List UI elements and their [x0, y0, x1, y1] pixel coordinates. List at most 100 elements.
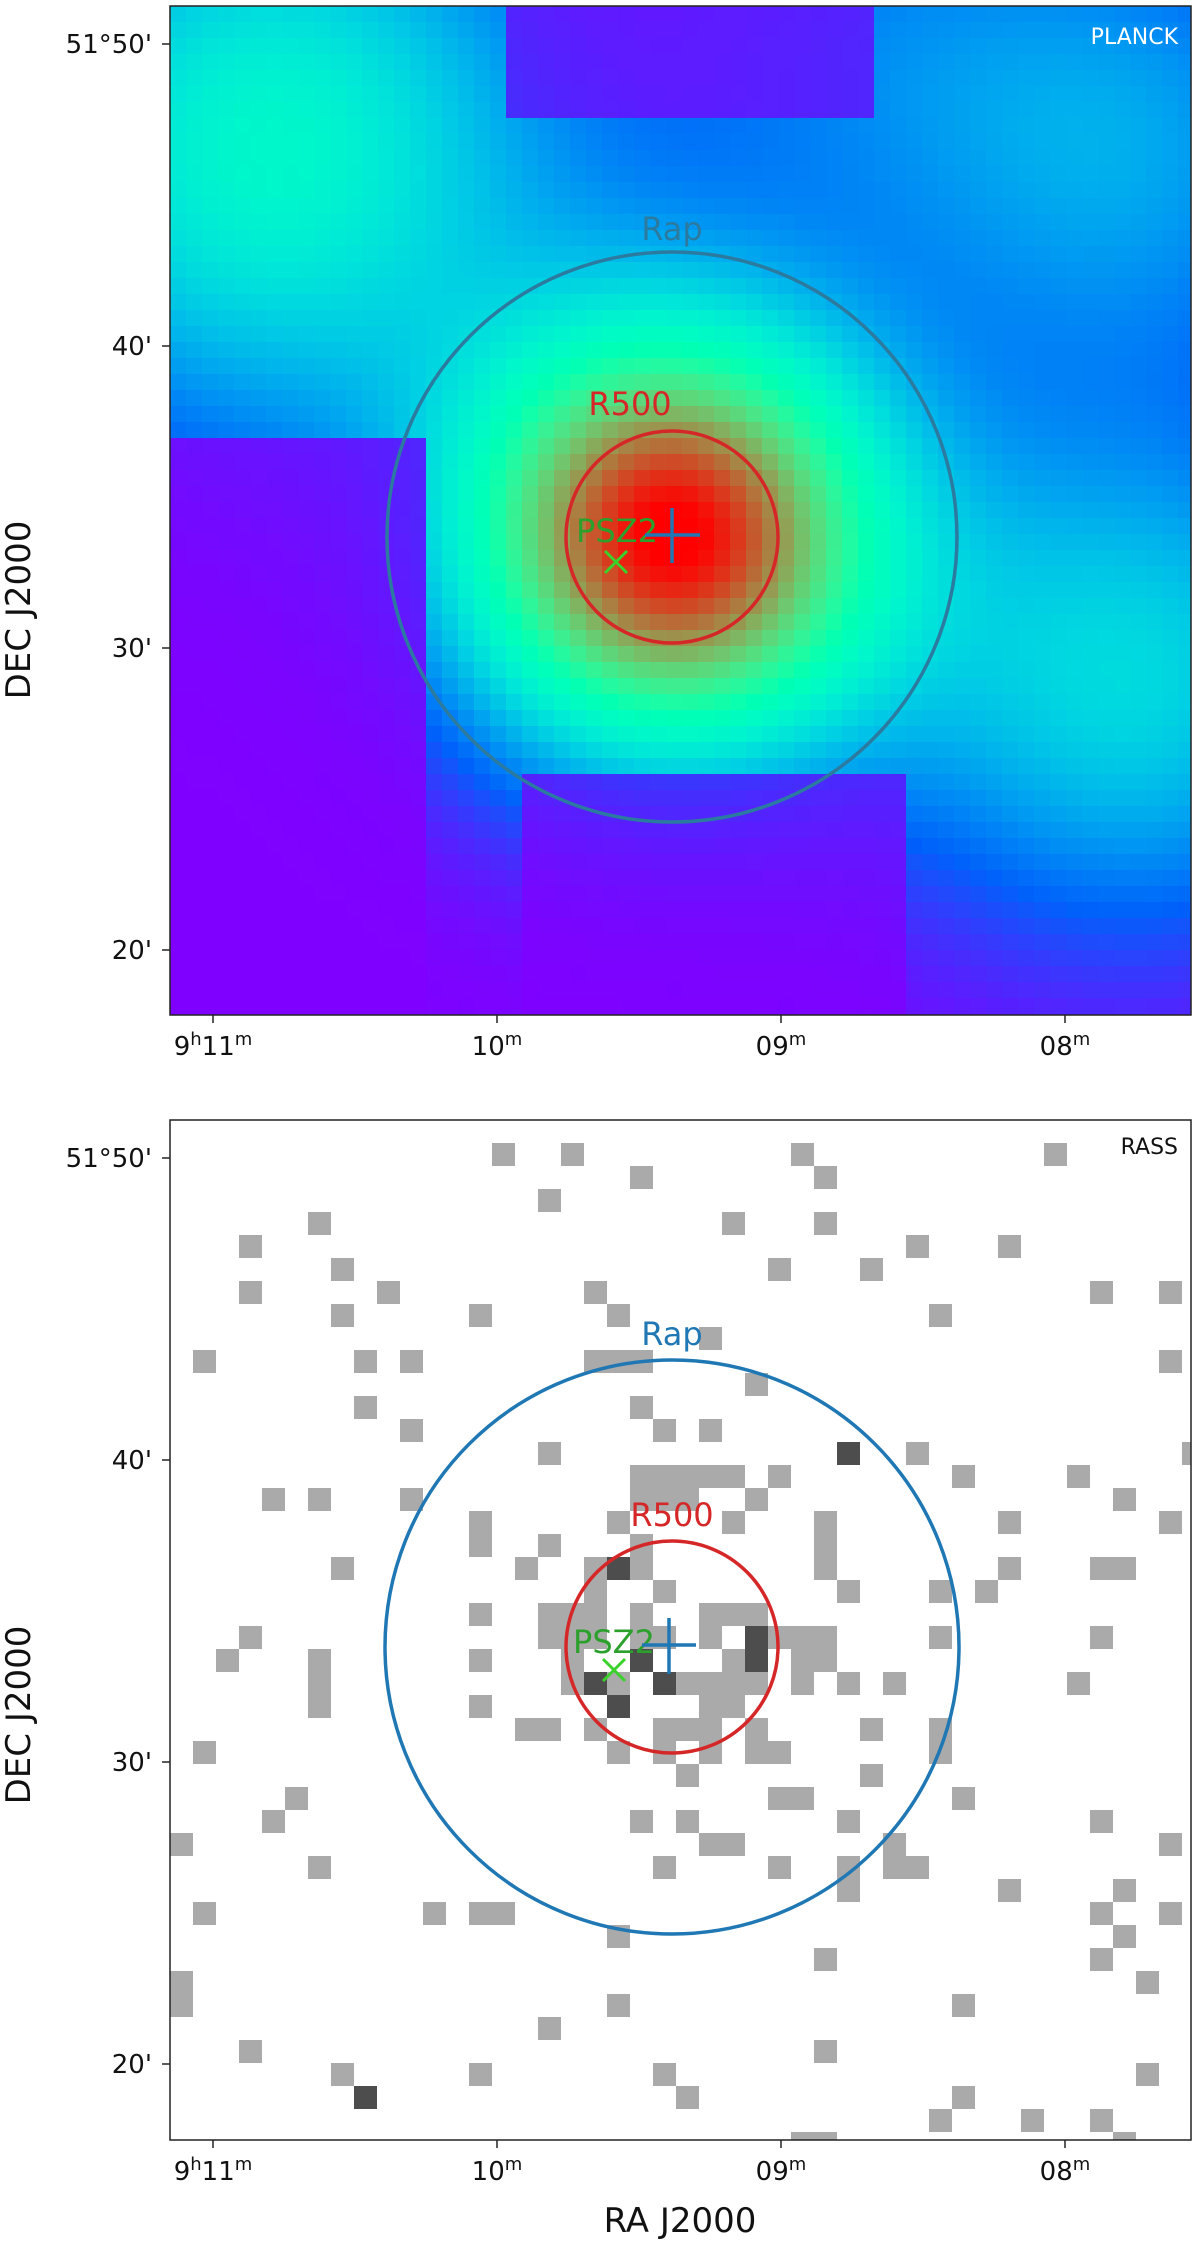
heat-pixel: [970, 182, 987, 199]
heat-pixel: [1146, 22, 1163, 39]
heat-pixel: [1066, 406, 1083, 423]
heat-pixel: [314, 822, 331, 839]
heat-pixel: [1178, 982, 1191, 999]
heat-pixel: [442, 758, 459, 775]
heat-pixel: [362, 342, 379, 359]
heat-pixel: [970, 550, 987, 567]
heat-pixel: [1034, 86, 1051, 103]
heat-pixel: [426, 742, 443, 759]
heat-pixel: [970, 518, 987, 535]
heat-pixel: [506, 662, 523, 679]
heat-pixel: [314, 86, 331, 103]
heat-pixel: [538, 182, 555, 199]
heat-pixel: [474, 678, 491, 695]
heat-pixel: [1002, 662, 1019, 679]
heat-pixel: [1178, 614, 1191, 631]
heat-pixel: [282, 870, 299, 887]
heat-pixel: [954, 230, 971, 247]
heat-pixel: [330, 22, 347, 39]
heat-pixel: [1098, 406, 1115, 423]
heat-pixel: [234, 166, 251, 183]
heat-pixel: [538, 550, 555, 567]
heat-pixel: [378, 262, 395, 279]
count-pixel: [929, 2109, 952, 2132]
heat-pixel: [1034, 406, 1051, 423]
heat-pixel: [810, 646, 827, 663]
heat-pixel: [618, 870, 635, 887]
heat-pixel: [362, 742, 379, 759]
heat-pixel: [810, 678, 827, 695]
heat-pixel: [650, 806, 667, 823]
rap-label: Rap: [641, 210, 702, 248]
heat-pixel: [906, 470, 923, 487]
heat-pixel: [1130, 630, 1147, 647]
heat-pixel: [474, 726, 491, 743]
heat-pixel: [970, 6, 987, 23]
heat-pixel: [794, 486, 811, 503]
heat-pixel: [506, 630, 523, 647]
heat-pixel: [202, 6, 219, 23]
count-pixel: [952, 2086, 975, 2109]
heat-pixel: [1130, 86, 1147, 103]
heat-pixel: [730, 822, 747, 839]
heat-pixel: [666, 966, 683, 983]
heat-pixel: [954, 262, 971, 279]
heat-pixel: [602, 678, 619, 695]
heat-pixel: [362, 822, 379, 839]
heat-pixel: [1146, 774, 1163, 791]
heat-pixel: [458, 566, 475, 583]
heat-pixel: [1130, 694, 1147, 711]
heat-pixel: [922, 790, 939, 807]
heat-pixel: [1034, 1014, 1051, 1015]
heat-pixel: [986, 582, 1003, 599]
heat-pixel: [266, 86, 283, 103]
count-pixel: [607, 1672, 630, 1695]
heat-pixel: [298, 566, 315, 583]
heat-pixel: [762, 662, 779, 679]
heat-pixel: [650, 662, 667, 679]
heat-pixel: [586, 486, 603, 503]
heat-pixel: [1162, 230, 1179, 247]
heat-pixel: [282, 790, 299, 807]
heat-pixel: [554, 646, 571, 663]
heat-pixel: [650, 70, 667, 87]
heat-pixel: [810, 470, 827, 487]
heat-pixel: [1162, 470, 1179, 487]
count-pixel: [676, 1810, 699, 1833]
heat-pixel: [1050, 198, 1067, 215]
heat-pixel: [554, 246, 571, 263]
heat-pixel: [394, 182, 411, 199]
heat-pixel: [1018, 166, 1035, 183]
heat-pixel: [282, 198, 299, 215]
heat-pixel: [202, 870, 219, 887]
rass-tag: RASS: [1121, 1135, 1178, 1160]
heat-pixel: [570, 806, 587, 823]
count-pixel: [1067, 1465, 1090, 1488]
count-pixel: [262, 1488, 285, 1511]
heat-pixel: [282, 518, 299, 535]
heat-pixel: [682, 518, 699, 535]
heat-pixel: [1146, 38, 1163, 55]
heat-pixel: [1066, 614, 1083, 631]
heat-pixel: [1162, 550, 1179, 567]
heat-pixel: [826, 790, 843, 807]
heat-pixel: [378, 966, 395, 983]
heat-pixel: [778, 454, 795, 471]
heat-pixel: [666, 134, 683, 151]
heat-pixel: [506, 870, 523, 887]
heat-pixel: [554, 118, 571, 135]
x-tick-label: 08m: [1040, 1029, 1091, 1062]
heat-pixel: [474, 422, 491, 439]
heat-pixel: [202, 550, 219, 567]
heat-pixel: [1066, 998, 1083, 1015]
heat-pixel: [874, 726, 891, 743]
heat-pixel: [554, 886, 571, 903]
heat-pixel: [314, 294, 331, 311]
heat-pixel: [730, 966, 747, 983]
heat-pixel: [1082, 614, 1099, 631]
heat-pixel: [330, 662, 347, 679]
heat-pixel: [602, 662, 619, 679]
heat-pixel: [570, 550, 587, 567]
heat-pixel: [522, 38, 539, 55]
heat-pixel: [938, 534, 955, 551]
